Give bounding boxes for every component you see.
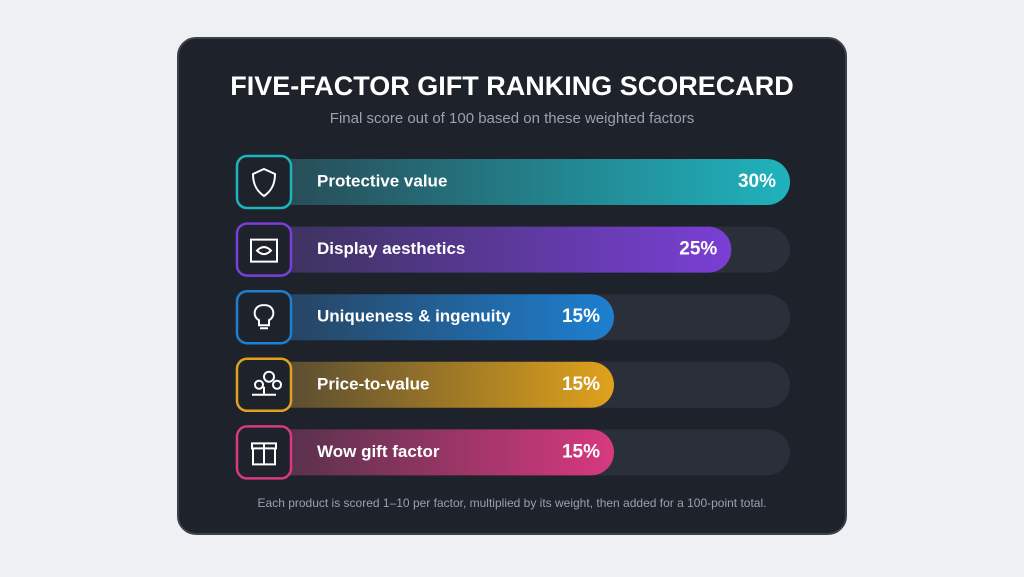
category-label: Uniqueness & ingenuity (317, 307, 511, 326)
icon-box (235, 222, 293, 277)
category-label: Display aesthetics (317, 239, 465, 258)
icon (251, 167, 277, 198)
bar (237, 294, 614, 341)
icon-box (235, 154, 293, 210)
value-label: 15% (562, 441, 600, 462)
icon (253, 304, 275, 330)
footnote: Each product is scored 1–10 per factor, … (258, 496, 767, 510)
chart-title: FIVE-FACTOR GIFT RANKING SCORECARD (230, 71, 794, 101)
bar (237, 159, 790, 205)
subtitle: Final score out of 100 based on these we… (330, 110, 694, 127)
icon (250, 238, 278, 263)
value-label: 30% (738, 171, 776, 192)
category-label: Price-to-value (317, 374, 429, 393)
value-label: 15% (562, 306, 600, 327)
icon (252, 370, 282, 396)
category-label: Wow gift factor (317, 442, 440, 461)
value-label: 15% (562, 374, 600, 395)
value-label: 25% (679, 239, 717, 260)
bar (237, 361, 614, 408)
bar (237, 429, 614, 476)
icon (251, 442, 277, 466)
bar (237, 226, 732, 273)
icon-box (235, 289, 293, 345)
category-label: Protective value (317, 171, 447, 190)
icon-box (235, 357, 293, 413)
